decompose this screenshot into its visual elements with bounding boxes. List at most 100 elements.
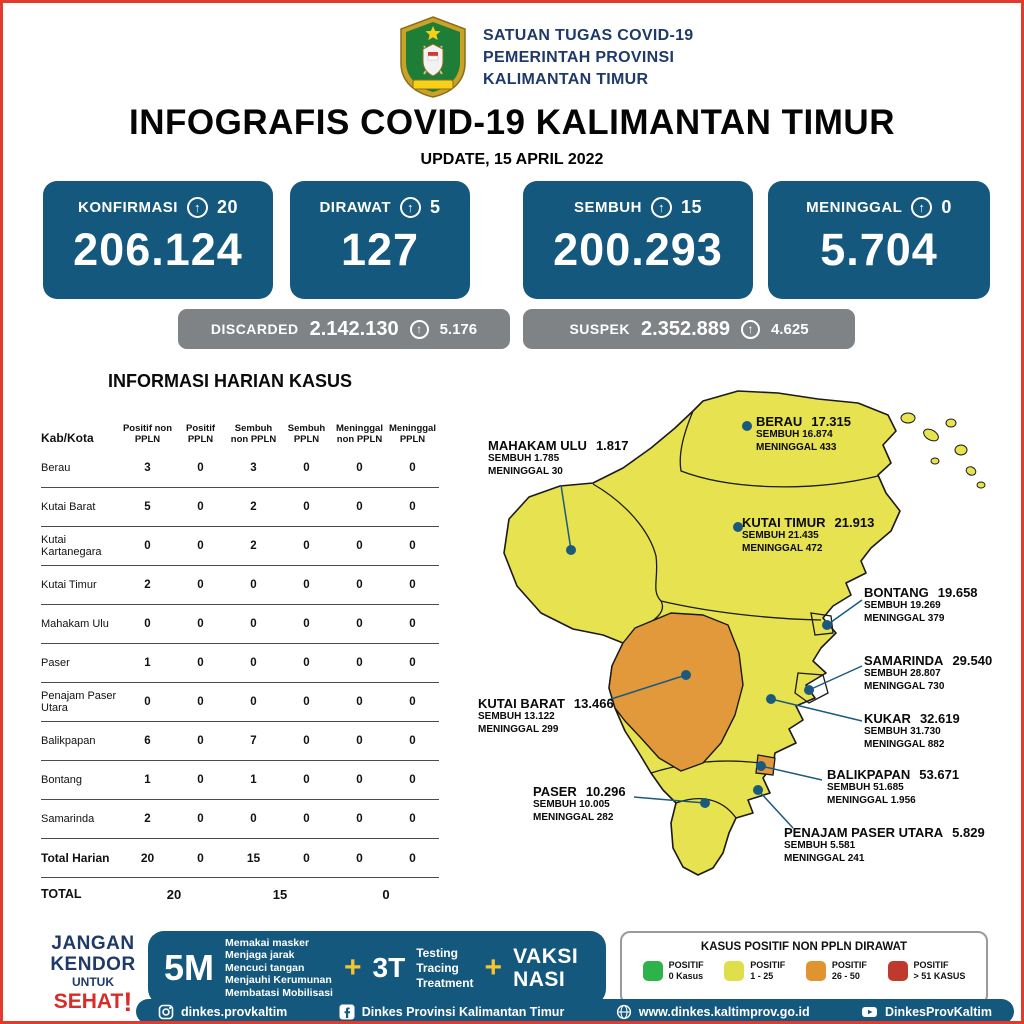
table-row-total-harian: Total Harian 20 0 15 0 0 0 [41,839,439,878]
health-protocol-box: 5M Memakai masker Menjaga jarak Mencuci … [148,931,606,1005]
t3-items: Testing Tracing Treatment [416,945,474,990]
plus-sign: + [484,951,503,984]
footer-social-bar: dinkes.provkaltim Dinkes Provinsi Kalima… [136,999,1014,1021]
leader-lines [560,484,863,829]
table-row: Mahakam Ulu 0 0 0 0 0 0 [41,605,439,644]
column-header: Kab/Kota [41,431,94,445]
stat-value: 200.293 [553,224,723,275]
daily-cases-table: Kab/Kota Positif non PPLN Positif PPLN S… [41,399,439,910]
up-arrow-icon: ↑ [409,319,429,339]
kaltim-map-svg [503,390,986,876]
footer-youtube[interactable]: DinkesProvKaltim [861,1004,992,1020]
pill-discarded: DISCARDED 2.142.130 ↑ 5.176 [178,309,510,349]
slogan-line3: UNTUK [72,975,114,989]
up-arrow-icon: ↑ [400,197,422,218]
column-header: Meninggal PPLN [389,423,436,445]
red-swatch [887,960,908,981]
region-kutai-barat-shape [608,612,744,772]
stat-delta: 15 [680,197,703,217]
legend-item-orange: POSITIF 26 - 50 [805,960,867,981]
table-row: Kutai Timur 2 0 0 0 0 0 [41,566,439,605]
stat-card-dirawat: DIRAWAT ↑ 5 127 [290,181,470,299]
up-arrow-icon: ↑ [186,197,208,218]
stat-label: MENINGGAL [806,199,903,216]
legend-item-green: POSITIF 0 Kasus [642,960,704,981]
map-label-berau: BERAU 17.315 SEMBUH 16.874 MENINGGAL 433 [756,414,851,453]
legend-item-yellow: POSITIF 1 - 25 [724,960,785,981]
map-label-bontang: BONTANG 19.658 SEMBUH 19.269 MENINGGAL 37… [864,585,978,624]
pill-delta: 5.176 [439,320,478,338]
up-arrow-icon: ↑ [911,197,933,218]
stat-value: 5.704 [820,224,938,275]
yellow-swatch [724,960,745,981]
stat-card-meninggal: MENINGGAL ↑ 0 5.704 [768,181,990,299]
islands [900,412,986,489]
page-title: INFOGRAFIS COVID-19 KALIMANTAN TIMUR [129,103,895,142]
globe-icon [616,1004,631,1019]
pill-suspek: SUSPEK 2.352.889 ↑ 4.625 [523,309,855,349]
org-line1: SATUAN TUGAS COVID-19 [483,27,694,44]
column-header: Positif PPLN [185,423,216,445]
table-row: Balikpapan 6 0 7 0 0 0 [41,722,439,761]
table-title: INFORMASI HARIAN KASUS [108,371,353,391]
table-row: Bontang 1 0 1 0 0 0 [41,761,439,800]
pill-label: SUSPEK [569,321,631,337]
kaltim-map: BERAU 17.315 SEMBUH 16.874 MENINGGAL 433 … [458,388,1014,888]
map-label-balikpapan: BALIKPAPAN 53.671 SEMBUH 51.685 MENINGGAL… [827,767,960,806]
org-title-block: SATUAN TUGAS COVID-19 PEMERINTAH PROVINS… [483,25,693,91]
stat-delta: 5 [430,197,441,217]
stat-label: DIRAWAT [319,199,392,216]
column-header: Sembuh non PPLN [230,423,277,445]
stat-label: SEMBUH [573,199,642,216]
stat-value: 206.124 [73,224,243,275]
youtube-icon [862,1006,877,1017]
pill-delta: 4.625 [771,320,809,338]
stat-value: 127 [340,224,420,275]
emblem-shield-icon [400,16,466,98]
stat-card-sembuh: SEMBUH ↑ 15 200.293 [523,181,753,299]
map-label-kukar: KUKAR 32.619 SEMBUH 31.730 MENINGGAL 882 [864,711,960,750]
footer-facebook[interactable]: Dinkes Provinsi Kalimantan Timur [339,1004,564,1020]
slogan-line2: KENDOR [50,954,136,975]
slogan-block: JANGAN KENDOR UNTUK SEHAT! [43,933,143,1017]
stat-card-konfirmasi: KONFIRMASI ↑ 20 206.124 [43,181,273,299]
table-header-row: Kab/Kota Positif non PPLN Positif PPLN S… [41,399,439,449]
slogan-line4: SEHAT! [53,987,133,1017]
column-header: Positif non PPLN [122,423,173,445]
vaksinasi-label: VAKSI NASI [513,945,579,991]
facebook-icon [339,1004,355,1019]
table-row: Samarinda 2 0 0 0 0 0 [41,800,439,839]
map-label-penajam-paser-utara: PENAJAM PASER UTARA 5.829 SEMBUH 5.581 ME… [784,825,985,864]
plus-sign: + [343,951,362,984]
m5-items: Memakai masker Menjaga jarak Mencuci tan… [225,936,333,999]
pill-label: DISCARDED [210,321,299,337]
org-line3: KALIMANTAN TIMUR [483,71,649,88]
slogan-line1: JANGAN [51,933,135,954]
map-label-kutai-barat: KUTAI BARAT 13.466 SEMBUH 13.122 MENINGGA… [478,696,614,735]
table-row: Penajam Paser Utara 0 0 0 0 0 0 [41,683,439,722]
stat-label: KONFIRMASI [77,199,178,216]
column-header: Meninggal non PPLN [336,423,383,445]
instagram-icon [158,1004,174,1019]
table-row: Kutai Kartanegara 0 0 2 0 0 0 [41,527,439,566]
legend-item-red: POSITIF > 51 KASUS [887,960,965,981]
column-header: Sembuh PPLN [287,423,326,445]
orange-swatch [805,960,826,981]
map-label-mahakam-ulu: MAHAKAM ULU 1.817 SEMBUH 1.785 MENINGGAL … [488,438,629,477]
table-row: Paser 1 0 0 0 0 0 [41,644,439,683]
map-dots [566,421,832,808]
stat-delta: 20 [216,197,239,217]
map-legend: KASUS POSITIF NON PPLN DIRAWAT POSITIF 0 … [620,931,988,1005]
table-row: Berau 3 0 3 0 0 0 [41,449,439,488]
m5-title: 5M [164,947,215,988]
t3-title: 3T [372,952,406,983]
green-swatch [642,960,663,981]
footer-instagram[interactable]: dinkes.provkaltim [158,1004,287,1020]
pill-value: 2.352.889 [641,317,730,340]
map-label-samarinda: SAMARINDA 29.540 SEMBUH 28.807 MENINGGAL … [864,653,993,692]
up-arrow-icon: ↑ [650,197,672,218]
org-line2: PEMERINTAH PROVINSI [483,49,675,66]
footer-website[interactable]: www.dinkes.kaltimprov.go.id [616,1004,810,1020]
map-label-kutai-timur: KUTAI TIMUR 21.913 SEMBUH 21.435 MENINGGA… [742,515,875,554]
